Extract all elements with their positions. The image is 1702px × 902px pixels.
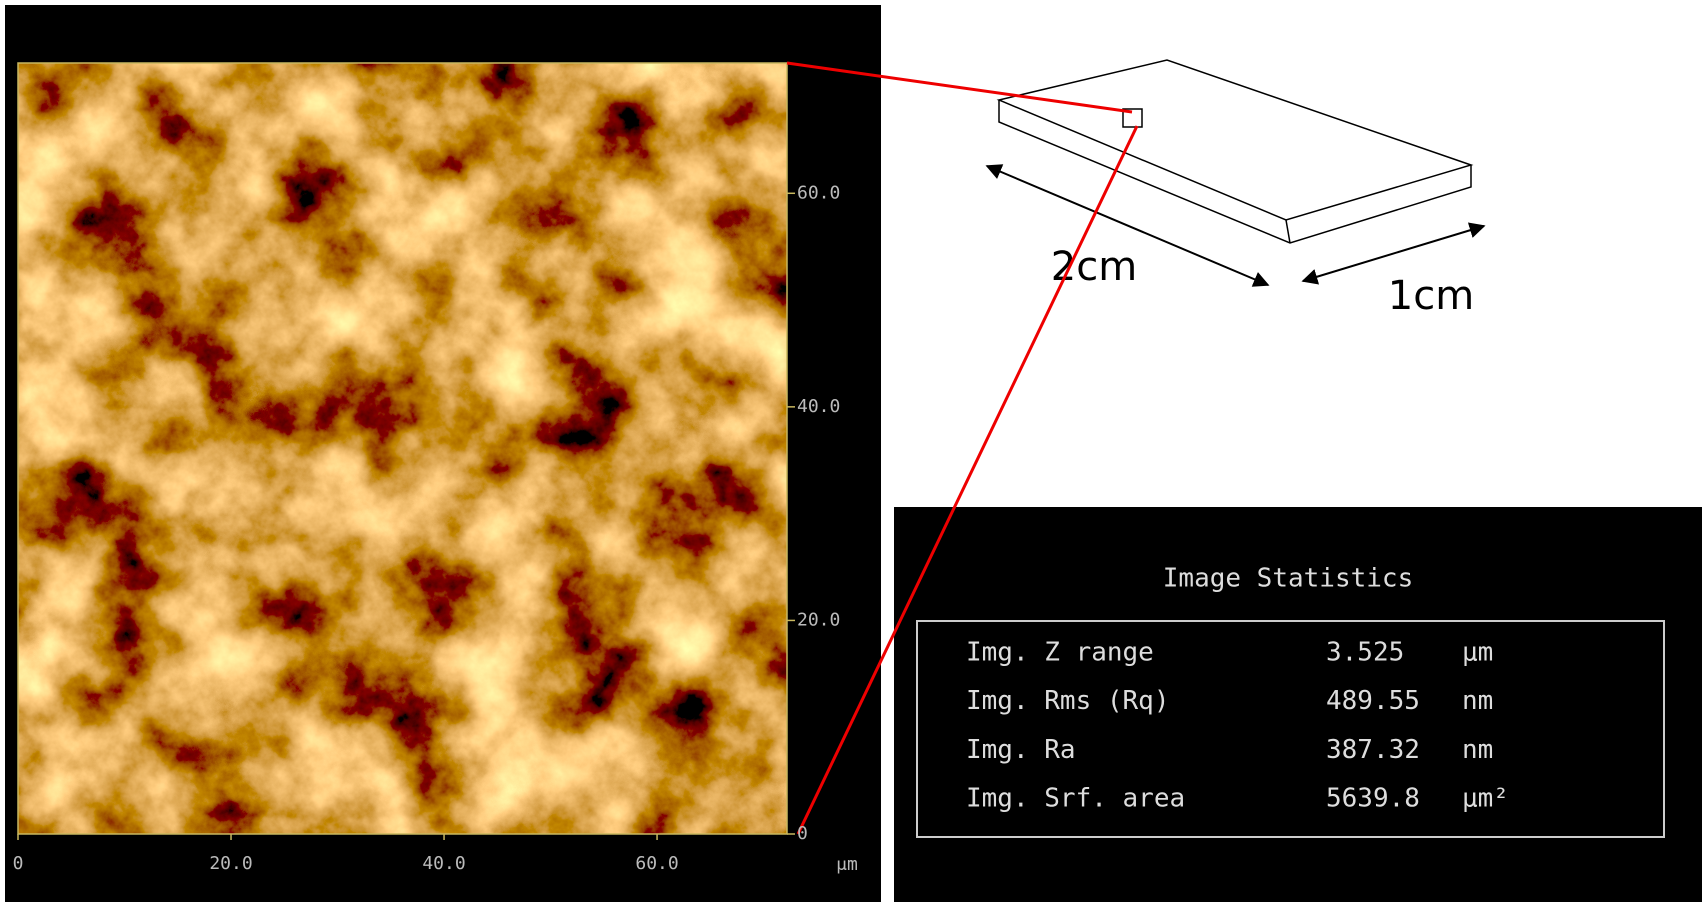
stat-unit: nm [1462, 686, 1493, 716]
stat-value: 387.32 [1326, 735, 1420, 765]
stat-unit: nm [1462, 735, 1493, 765]
axis-unit: μm [836, 854, 858, 875]
slab-top [999, 60, 1471, 220]
width-label: 1cm [1388, 273, 1474, 319]
stat-label: Img. Z range [966, 638, 1154, 668]
afm-image [18, 63, 787, 834]
figure: μm Image Statistics 2cm 1cm 0 20.0 40.0 60.… [0, 0, 1702, 902]
stat-label: Img. Rms (Rq) [966, 686, 1170, 716]
x-tick-label: 0 [13, 853, 24, 874]
slab-edge [1286, 220, 1290, 243]
stat-label: Img. Srf. area [966, 784, 1185, 814]
x-tick-label: 40.0 [422, 853, 465, 874]
x-tick-label: 60.0 [635, 853, 678, 874]
stat-unit: μm² [1462, 784, 1509, 814]
y-tick-label: 0 [797, 823, 808, 844]
length-label: 2cm [1051, 244, 1137, 290]
y-tick-label: 40.0 [797, 396, 840, 417]
y-tick-label: 20.0 [797, 609, 840, 630]
y-tick-label: 60.0 [797, 182, 840, 203]
x-tick-label: 20.0 [209, 853, 252, 874]
stat-value: 489.55 [1326, 686, 1420, 716]
stat-value: 3.525 [1326, 638, 1404, 668]
stat-unit: μm [1462, 638, 1493, 668]
stat-value: 5639.8 [1326, 784, 1420, 814]
stat-label: Img. Ra [966, 735, 1076, 765]
stats-title: Image Statistics [1163, 564, 1413, 594]
